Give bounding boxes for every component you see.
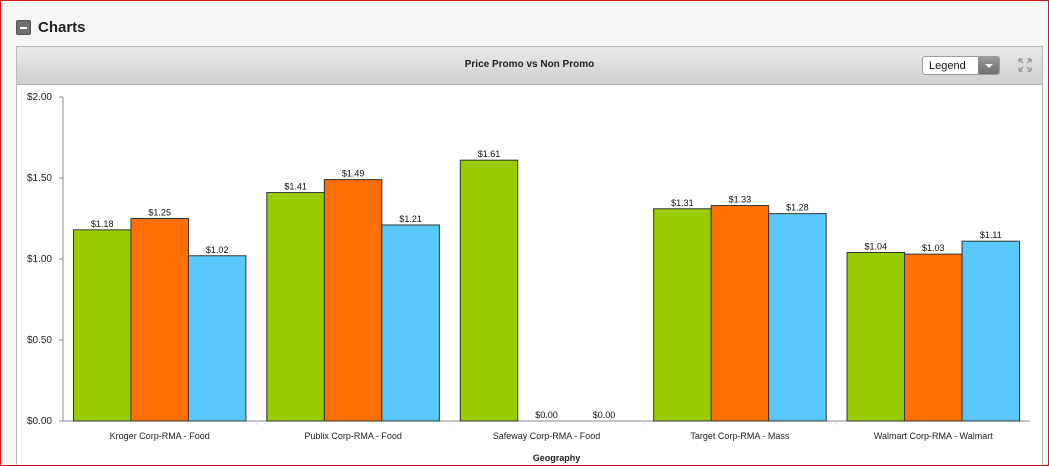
data-label: $1.49 <box>342 169 365 179</box>
x-axis-title: Geography <box>533 453 581 463</box>
panel-header: Price Promo vs Non Promo Legend <box>17 47 1042 85</box>
bar <box>266 192 325 422</box>
bar <box>961 240 1021 422</box>
x-tick-label: Kroger Corp-RMA - Food <box>110 431 210 441</box>
y-tick-label: $0.50 <box>27 335 52 346</box>
expand-arrows-icon[interactable] <box>1017 57 1033 73</box>
data-label: $0.00 <box>535 410 558 420</box>
y-tick-label: $1.50 <box>27 173 52 184</box>
legend-dropdown[interactable]: Legend <box>922 56 1000 75</box>
bar <box>72 229 132 422</box>
data-label: $1.18 <box>91 219 114 229</box>
data-label: $1.61 <box>478 149 501 159</box>
bar-chart: $0.00 $0.50 $1.00 $1.50 $2.00 Kroger Corp-RMA… <box>27 92 1030 463</box>
data-label: $1.02 <box>206 245 229 255</box>
bar <box>323 179 383 422</box>
bar <box>130 218 189 422</box>
bar <box>768 213 827 422</box>
data-label: $1.21 <box>399 214 422 224</box>
y-tick-label: $0.00 <box>27 416 52 427</box>
data-label: $1.41 <box>284 182 307 192</box>
chevron-down-icon[interactable] <box>978 57 999 74</box>
data-label: $1.03 <box>922 243 945 253</box>
data-label: $1.25 <box>148 208 171 218</box>
section-header: Charts <box>16 17 86 37</box>
bar <box>381 224 440 422</box>
x-tick-label: Walmart Corp-RMA - Walmart <box>874 431 993 441</box>
legend-dropdown-value: Legend <box>929 60 966 72</box>
data-label: $1.33 <box>729 195 752 205</box>
data-label: $1.11 <box>980 230 1002 240</box>
data-label: $1.31 <box>671 198 694 208</box>
chart-panel: Price Promo vs Non Promo Legend $0.00 $0.… <box>16 46 1043 465</box>
bar <box>187 255 247 422</box>
bar <box>904 253 963 422</box>
data-label: $1.28 <box>786 203 809 213</box>
y-tick-label: $1.00 <box>27 254 52 265</box>
chart-title: Price Promo vs Non Promo <box>464 59 595 70</box>
minus-square-icon[interactable] <box>16 19 31 35</box>
x-tick-label: Target Corp-RMA - Mass <box>690 431 790 441</box>
data-label: $1.04 <box>865 242 888 252</box>
bar <box>653 208 712 422</box>
data-label: $0.00 <box>593 410 616 420</box>
bar <box>846 252 906 422</box>
y-tick-label: $2.00 <box>27 92 52 103</box>
bar <box>710 205 770 422</box>
x-tick-label: Safeway Corp-RMA - Food <box>493 431 601 441</box>
bar <box>459 159 519 422</box>
section-title: Charts <box>38 18 86 36</box>
x-tick-label: Publix Corp-RMA - Food <box>304 431 402 441</box>
